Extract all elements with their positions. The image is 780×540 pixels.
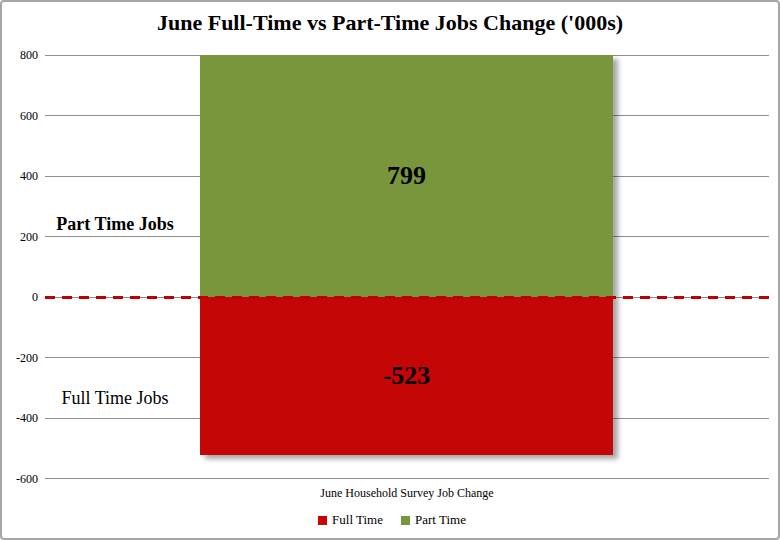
full-time-jobs-label: Full Time Jobs	[30, 387, 200, 409]
y-tick-label: 800	[2, 48, 38, 62]
part-time-jobs-label: Part Time Jobs	[30, 213, 200, 235]
y-tick-label: 600	[2, 109, 38, 123]
full-time-swatch-icon	[318, 516, 327, 525]
zero-dashed-line	[45, 296, 769, 299]
full-time-value-label: -523	[200, 361, 613, 391]
plot-area: 8006004002000-200-400-600 799 -523 Part …	[2, 2, 780, 540]
legend: Full Time Part Time	[2, 512, 780, 528]
gridline	[45, 478, 769, 479]
y-tick-label: -400	[2, 411, 38, 425]
y-tick-label: 400	[2, 169, 38, 183]
legend-item-full-time: Full Time	[318, 512, 383, 528]
part-time-swatch-icon	[401, 516, 410, 525]
bar-stack	[200, 55, 613, 455]
part-time-value-label: 799	[200, 161, 613, 191]
legend-label-part-time: Part Time	[415, 512, 466, 528]
legend-label-full-time: Full Time	[332, 512, 383, 528]
x-category-label: June Household Survey Job Change	[45, 486, 769, 501]
legend-item-part-time: Part Time	[401, 512, 466, 528]
chart-frame: June Full-Time vs Part-Time Jobs Change …	[0, 0, 780, 540]
y-tick-label: -200	[2, 351, 38, 365]
y-tick-label: 0	[2, 290, 38, 304]
y-tick-label: -600	[2, 472, 38, 486]
